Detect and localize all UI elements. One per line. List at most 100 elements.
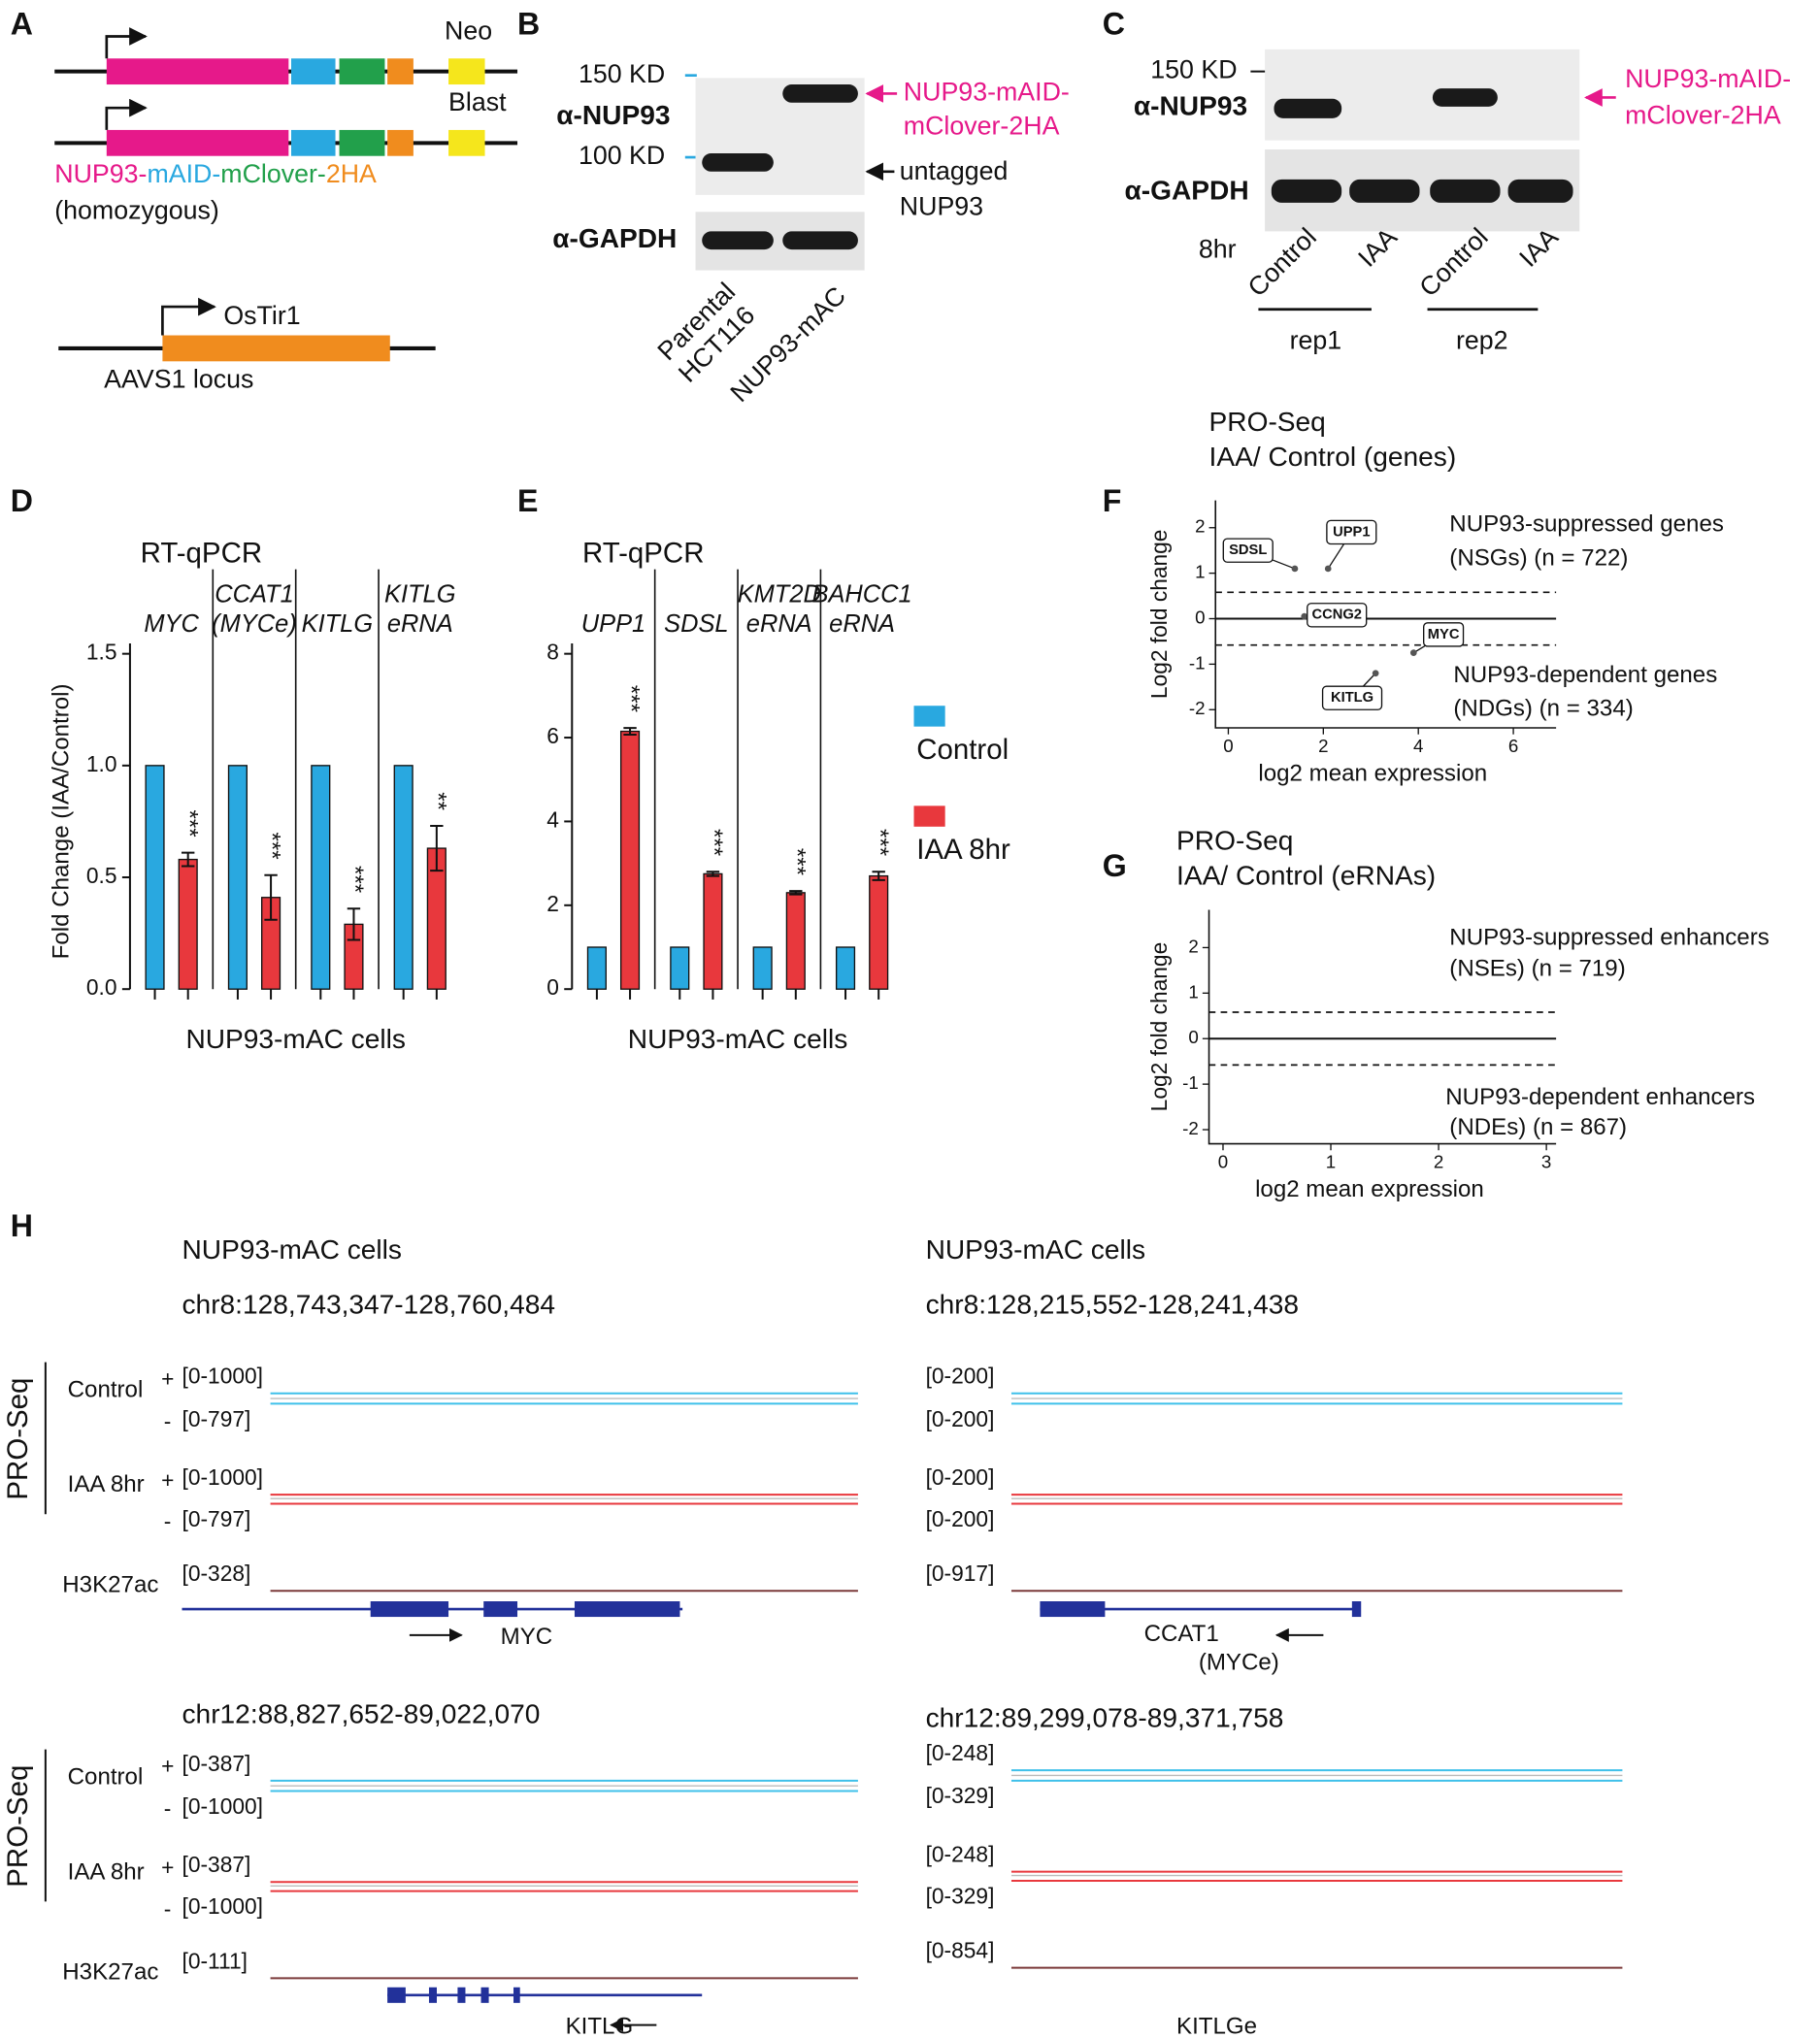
point xyxy=(1409,649,1417,657)
panel-letter: C xyxy=(1103,6,1125,41)
significance: *** xyxy=(701,829,727,856)
point-label: KITLG xyxy=(1331,690,1373,706)
y-axis-label: Fold Change (IAA/Control) xyxy=(49,683,75,959)
bar xyxy=(619,730,641,990)
locus: chr12:89,299,078-89,371,758 xyxy=(926,1702,1284,1732)
track-label: IAA 8hr xyxy=(68,1471,145,1497)
x-tick-label: KITLG eRNA xyxy=(384,580,456,638)
error-bar xyxy=(347,907,361,941)
chart-title: RT-qPCR xyxy=(582,538,704,570)
chart-subtitle: IAA/ Control (eRNAs) xyxy=(1176,860,1436,890)
bar xyxy=(785,892,806,990)
y-tick-label: -1 xyxy=(1182,1072,1199,1093)
y-tick-label: 1 xyxy=(1195,562,1205,582)
strand: + xyxy=(161,1753,174,1778)
strand: - xyxy=(164,1796,172,1822)
part: mAID- xyxy=(147,159,220,188)
x-tick-label-line: CCAT1 xyxy=(215,580,294,608)
construct xyxy=(54,27,518,85)
panel-letter: D xyxy=(11,483,33,518)
error-bar xyxy=(872,871,885,881)
panel-letter: E xyxy=(517,483,538,518)
label: OsTir1 xyxy=(223,301,300,330)
strand: - xyxy=(164,1509,172,1534)
marker: 150 KD xyxy=(579,59,665,88)
track-label: Control xyxy=(68,1764,144,1791)
annotation: NUP93-suppressed enhancers xyxy=(1449,924,1769,950)
construct xyxy=(54,98,518,156)
y-tick-label: 1 xyxy=(1188,981,1198,1002)
track-range: [0-1000] xyxy=(182,1893,263,1919)
x-tick-label-line: KITLG xyxy=(384,580,456,608)
x-tick-label: 4 xyxy=(1413,736,1423,756)
annotation: (NDEs) (n = 867) xyxy=(1449,1114,1627,1140)
chart-title: PRO-Seq xyxy=(1209,407,1326,437)
x-tick-label: 0 xyxy=(1223,736,1233,756)
lane-label: Control xyxy=(1413,222,1493,302)
antibody: α-GAPDH xyxy=(1124,176,1248,206)
x-tick-label: UPP1 xyxy=(581,610,645,638)
panel-c: C 150 KD α-NUP93 α-GAPDH NUP93-mAID- mCl… xyxy=(1103,6,1791,354)
track-range: [0-200] xyxy=(926,1506,995,1531)
x-tick-label: 6 xyxy=(1508,736,1518,756)
label: NUP93-mAID- xyxy=(904,78,1070,107)
track-label: IAA 8hr xyxy=(68,1858,145,1885)
x-tick-label-line: eRNA xyxy=(387,610,453,638)
y-tick-label: 0.5 xyxy=(86,863,117,888)
point-label: CCNG2 xyxy=(1311,608,1362,623)
track-range: [0-1000] xyxy=(182,1793,263,1819)
significance: *** xyxy=(618,685,645,712)
label: (homozygous) xyxy=(54,195,219,224)
construct-label: NUP93-mAID-mClover-2HA xyxy=(54,159,377,188)
track-range: [0-111] xyxy=(182,1948,248,1973)
chart-subtitle: IAA/ Control (genes) xyxy=(1209,442,1457,472)
antibody: α-NUP93 xyxy=(556,100,670,130)
annotation: (NSEs) (n = 719) xyxy=(1449,955,1625,981)
label: Neo xyxy=(445,16,492,46)
panel-letter: G xyxy=(1103,848,1127,883)
marker: 150 KD xyxy=(1150,55,1237,84)
x-tick-label: KMT2D eRNA xyxy=(738,580,821,638)
track-label: H3K27ac xyxy=(62,1958,158,1985)
track-range: [0-387] xyxy=(182,1852,251,1877)
track-range: [0-200] xyxy=(926,1364,995,1389)
exon xyxy=(480,1987,489,2003)
significance: *** xyxy=(342,866,368,893)
strand: - xyxy=(164,1409,172,1434)
exon xyxy=(1351,1601,1362,1618)
panel-letter: H xyxy=(11,1208,33,1243)
axes xyxy=(1208,909,1557,1145)
y-tick-label: 4 xyxy=(546,806,559,832)
track-range: [0-1000] xyxy=(182,1364,263,1389)
group-label: PRO-Seq xyxy=(2,1378,34,1500)
x-tick-label: MYC xyxy=(144,610,199,638)
significance: *** xyxy=(176,809,202,837)
y-tick-label: 2 xyxy=(1195,516,1205,537)
x-tick-label: 2 xyxy=(1318,736,1328,756)
label: mClover-2HA xyxy=(1625,101,1781,130)
bar xyxy=(703,872,723,990)
panel-a: A Neo Blast NUP93-mAID-mClover-2HA (homo… xyxy=(11,6,518,393)
part: 2HA xyxy=(326,159,377,188)
panel-letter: A xyxy=(11,6,33,41)
locus: chr8:128,743,347-128,760,484 xyxy=(182,1289,556,1319)
track-range: [0-387] xyxy=(182,1751,251,1776)
gene-label: CCAT1 xyxy=(1144,1621,1219,1647)
gene-label: MYC xyxy=(501,1624,553,1650)
antibody: α-NUP93 xyxy=(1134,91,1247,121)
bar xyxy=(869,874,889,990)
error-bar xyxy=(706,871,720,877)
x-axis-label: NUP93-mAC cells xyxy=(185,1024,405,1054)
x-axis-label: log2 mean expression xyxy=(1255,1176,1484,1202)
track-range: [0-329] xyxy=(926,1883,995,1908)
bar xyxy=(145,765,165,990)
strand: + xyxy=(161,1467,174,1493)
label: untagged xyxy=(900,156,1009,185)
legend-label: IAA 8hr xyxy=(916,834,1010,866)
antibody: α-GAPDH xyxy=(552,223,677,253)
x-tick-label: 3 xyxy=(1541,1152,1551,1172)
y-tick-label: -2 xyxy=(1189,698,1206,718)
significance: ** xyxy=(424,792,450,810)
exon xyxy=(387,1987,406,2003)
